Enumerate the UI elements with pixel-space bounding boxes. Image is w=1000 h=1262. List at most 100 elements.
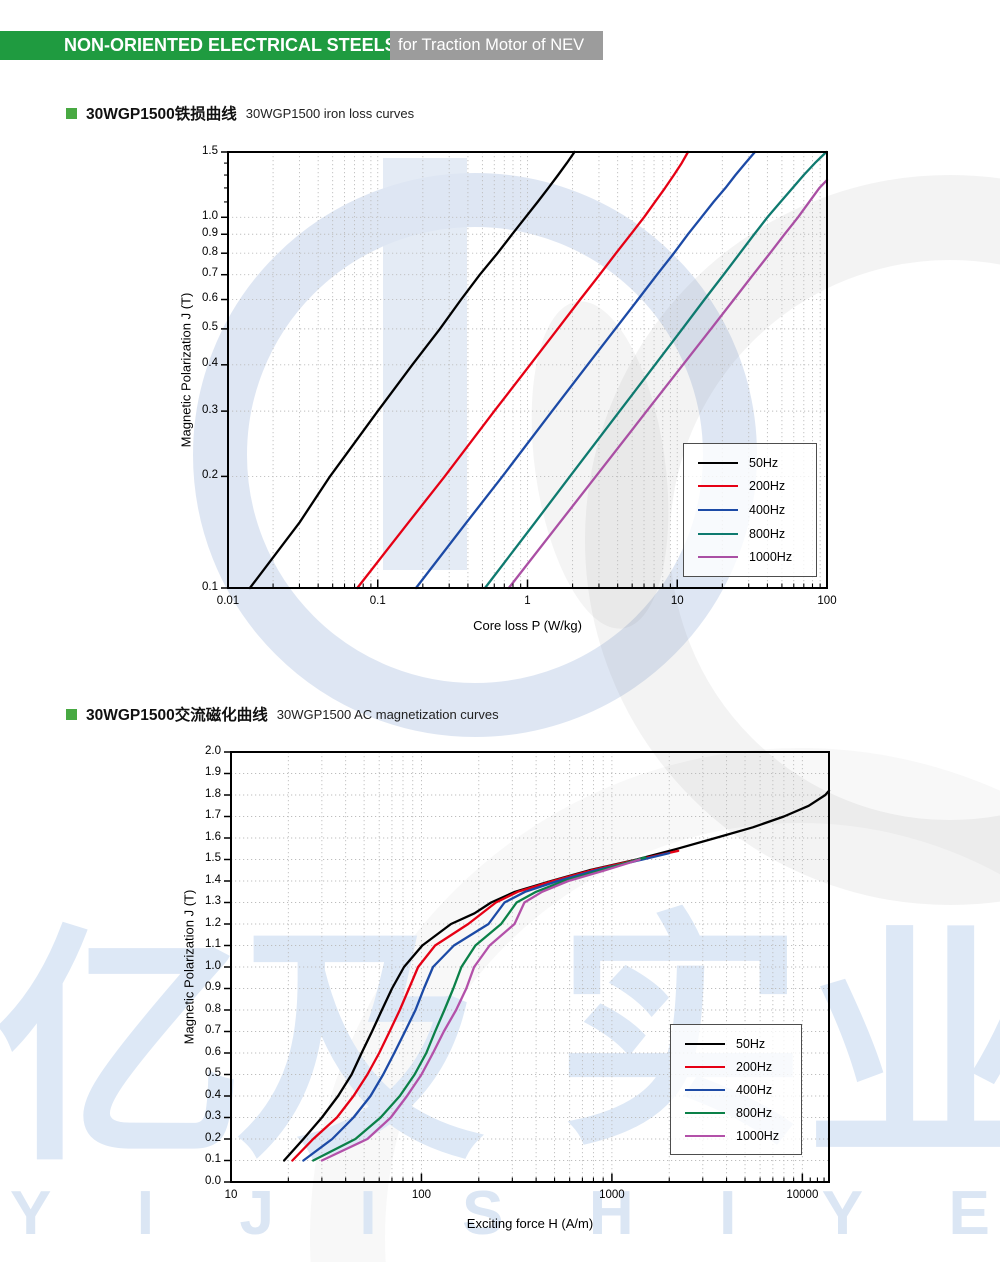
y-tick-label: 1.8 xyxy=(205,787,221,800)
x-axis-title: Exciting force H (A/m) xyxy=(466,1216,594,1231)
curve-50Hz xyxy=(282,789,831,1162)
watermark-letter: S xyxy=(462,1179,504,1248)
iron-loss-chart: Core loss P (W/kg) Magnetic Polarization… xyxy=(179,145,837,634)
curve-400Hz xyxy=(414,150,757,590)
legend-label: 800Hz xyxy=(749,526,786,541)
y-tick-label: 0.7 xyxy=(202,267,218,280)
curve-800Hz xyxy=(312,856,647,1162)
legend-label: 50Hz xyxy=(736,1036,766,1051)
legend-entry-50Hz: 50Hz xyxy=(671,1037,801,1051)
watermark-letter: H xyxy=(588,1179,634,1248)
section-title-zh: 30WGP1500铁损曲线 xyxy=(86,106,237,123)
curve-400Hz xyxy=(302,851,671,1162)
y-tick-label: 1.0 xyxy=(202,209,218,222)
legend-label: 1000Hz xyxy=(749,550,793,565)
y-tick-label: 0.4 xyxy=(205,1088,221,1101)
y-tick-label: 0.8 xyxy=(202,245,218,258)
section-title-en: 30WGP1500 AC magnetization curves xyxy=(276,706,499,722)
legend-label: 400Hz xyxy=(736,1082,773,1097)
y-tick-label: 1.2 xyxy=(205,916,221,929)
x-tick-label: 10 xyxy=(670,595,684,607)
watermark-letter: E xyxy=(948,1179,990,1248)
legend-line-icon xyxy=(698,508,738,511)
y-tick-label: 1.9 xyxy=(205,766,221,778)
banner-title: NON-ORIENTED ELECTRICAL STEELS xyxy=(0,31,397,60)
y-tick-label: 1.4 xyxy=(205,873,221,886)
curve-1000Hz xyxy=(507,178,829,590)
legend-label: 200Hz xyxy=(749,479,786,494)
legend: 50Hz 200Hz 400Hz 800Hz 1000Hz xyxy=(670,1024,802,1155)
watermark-letter: Y xyxy=(821,1179,864,1248)
y-axis-title: Magnetic Polarization J (T) xyxy=(178,292,194,448)
x-tick-label: 100 xyxy=(411,1189,432,1201)
y-tick-label: 0.0 xyxy=(205,1174,221,1187)
y-tick-label: 1.5 xyxy=(205,852,221,864)
legend-label: 200Hz xyxy=(736,1059,773,1074)
legend-entry-1000Hz: 1000Hz xyxy=(671,1129,801,1143)
curve-200Hz xyxy=(291,849,680,1162)
watermark-letter: I xyxy=(136,1179,155,1248)
legend-line-icon xyxy=(685,1134,725,1137)
legend-line-icon xyxy=(685,1042,725,1045)
ac-magnetization-plot xyxy=(224,751,831,1183)
curve-200Hz xyxy=(356,150,690,590)
legend-line-icon xyxy=(685,1111,725,1114)
x-tick-label: 0.1 xyxy=(369,595,386,607)
x-tick-label: 100 xyxy=(817,595,837,607)
y-tick-label: 1.7 xyxy=(205,809,221,821)
y-tick-label: 0.7 xyxy=(205,1024,221,1036)
legend-label: 800Hz xyxy=(736,1105,773,1120)
legend: 50Hz 200Hz 400Hz 800Hz 1000Hz xyxy=(683,443,817,577)
y-tick-label: 0.9 xyxy=(205,981,221,993)
legend-entry-200Hz: 200Hz xyxy=(684,479,816,493)
y-tick-label: 1.6 xyxy=(205,830,221,843)
curve-1000Hz xyxy=(320,858,641,1162)
watermark-char: 业 xyxy=(805,910,1000,1189)
watermark-letter: I xyxy=(719,1179,737,1248)
y-tick-label: 0.3 xyxy=(205,1110,221,1122)
legend-line-icon xyxy=(685,1088,725,1091)
y-tick-label: 0.1 xyxy=(205,1153,221,1165)
legend-line-icon xyxy=(698,556,738,559)
section-title-en: 30WGP1500 iron loss curves xyxy=(245,105,415,121)
ac-magnetization-chart: Exciting force H (A/m) Magnetic Polariza… xyxy=(182,745,831,1231)
y-tick-label: 0.5 xyxy=(202,321,218,334)
legend-entry-400Hz: 400Hz xyxy=(684,503,816,517)
legend-label: 1000Hz xyxy=(736,1128,780,1143)
x-tick-label: 10 xyxy=(224,1189,238,1201)
y-tick-label: 1.5 xyxy=(202,144,218,157)
y-tick-label: 1.0 xyxy=(205,959,221,972)
section-heading-magnetization: 30WGP1500交流磁化曲线 30WGP1500 AC magnetizati… xyxy=(66,705,499,724)
y-tick-label: 0.2 xyxy=(202,468,218,481)
banner-subtitle: for Traction Motor of NEV xyxy=(390,31,603,60)
legend-label: 400Hz xyxy=(749,502,786,517)
legend-line-icon xyxy=(698,532,738,535)
legend-line-icon xyxy=(685,1065,725,1068)
watermark-char: 及 xyxy=(235,910,485,1189)
y-tick-label: 0.5 xyxy=(205,1067,221,1079)
watermark-char: 亿 xyxy=(0,910,245,1189)
watermark-letter: I xyxy=(359,1179,377,1248)
legend-entry-200Hz: 200Hz xyxy=(671,1060,801,1074)
legend-entry-50Hz: 50Hz xyxy=(684,456,816,470)
legend-label: 50Hz xyxy=(749,455,779,470)
watermark-letter: J xyxy=(239,1179,274,1248)
bullet-icon xyxy=(66,708,77,720)
legend-entry-400Hz: 400Hz xyxy=(671,1083,801,1097)
y-tick-label: 1.1 xyxy=(205,938,221,950)
x-tick-label: 10000 xyxy=(786,1189,819,1201)
y-tick-label: 2.0 xyxy=(205,744,221,757)
y-tick-label: 0.4 xyxy=(202,357,218,370)
legend-entry-1000Hz: 1000Hz xyxy=(684,550,816,564)
y-tick-label: 0.9 xyxy=(202,226,218,239)
legend-line-icon xyxy=(698,485,738,488)
curve-50Hz xyxy=(248,150,576,590)
x-tick-label: 0.01 xyxy=(216,595,240,607)
legend-entry-800Hz: 800Hz xyxy=(684,527,816,541)
watermark-letter: Y xyxy=(10,1179,52,1248)
y-tick-label: 0.1 xyxy=(202,580,218,593)
plot-border xyxy=(230,751,830,1183)
bullet-icon xyxy=(66,107,77,119)
